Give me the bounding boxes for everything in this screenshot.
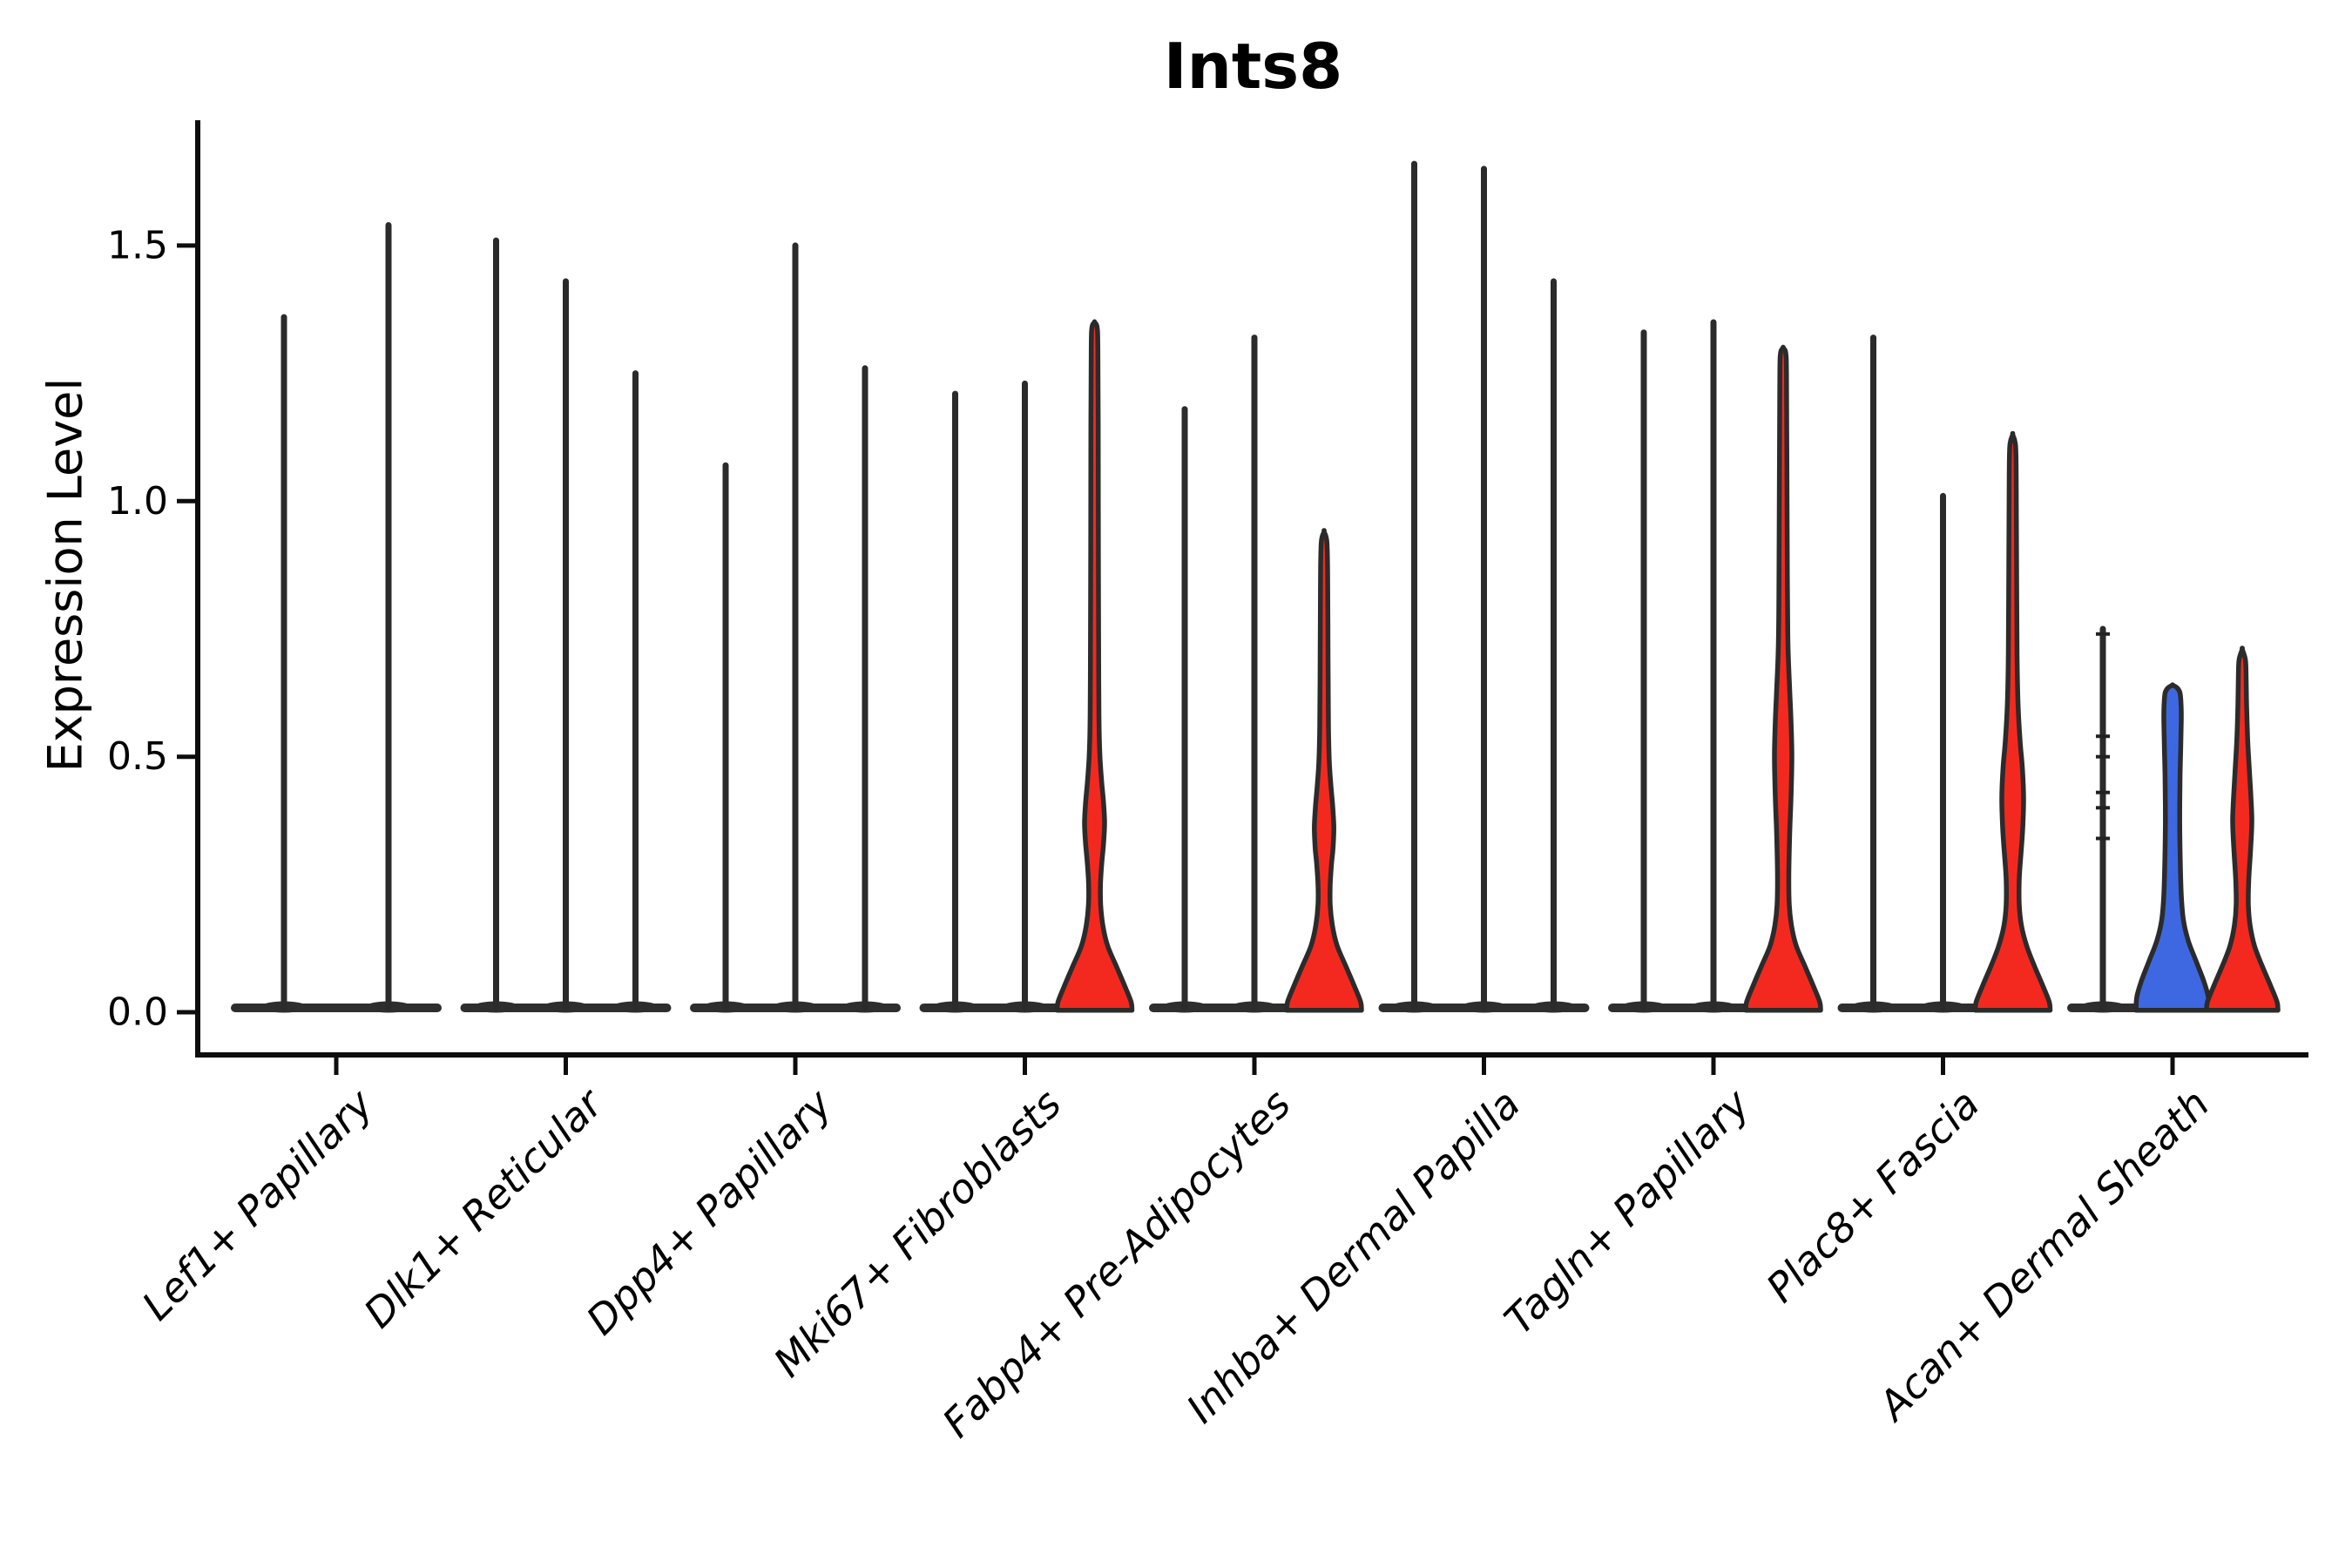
- y-tick-label: 0.0: [107, 990, 168, 1035]
- violin-filled-red: [1054, 319, 1135, 1013]
- violin-filled-red: [1972, 430, 2053, 1013]
- violin-filled-red: [2204, 645, 2281, 1013]
- violin-filled-blue: [2133, 682, 2212, 1013]
- y-tick-label: 1.5: [107, 223, 168, 267]
- violin-filled-red: [1284, 528, 1364, 1013]
- y-tick-label: 0.5: [107, 734, 168, 779]
- violin-filled-red: [1743, 344, 1823, 1013]
- y-tick-label: 1.0: [107, 479, 168, 524]
- chart-title: Ints8: [1163, 30, 1343, 103]
